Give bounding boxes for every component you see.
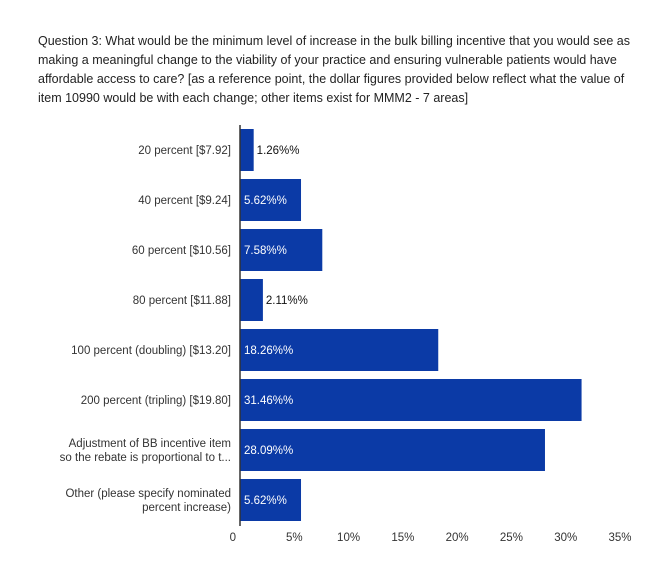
category-label: 40 percent [$9.24] [138,195,231,207]
x-tick-label: 35% [608,532,631,544]
category-label: Adjustment of BB incentive item so the re… [60,438,231,464]
category-label: 100 percent (doubling) [$13.20] [71,345,231,357]
chart-title: Question 3: What would be the minimum le… [38,34,630,105]
data-label: 5.62%% [244,495,287,507]
category-label: 20 percent [$7.92] [138,145,231,157]
bar [240,179,302,221]
data-label: 5.62%% [244,195,287,207]
bar [240,129,254,171]
category-label: Other (please specify nominated percent i… [65,488,231,514]
x-tick-label: 10% [337,532,360,544]
data-label: 1.26%% [257,145,300,157]
category-label: 200 percent (tripling) [$19.80] [81,395,231,407]
bar [240,229,323,271]
data-label: 7.58%% [244,245,287,257]
category-label: 80 percent [$11.88] [133,295,231,307]
x-tick-label: 30% [554,532,577,544]
bar [240,479,302,521]
category-label: 60 percent [$10.56] [132,245,231,257]
x-tick-label: 0 [230,532,236,544]
data-label: 28.09%% [244,445,293,457]
x-tick-label: 15% [391,532,414,544]
bar [240,429,545,471]
x-tick-label: 5% [286,532,303,544]
bar [240,329,439,371]
x-tick-label: 25% [500,532,523,544]
bar [240,379,582,421]
x-tick-label: 20% [446,532,469,544]
data-label: 18.26%% [244,345,293,357]
bar [240,279,263,321]
data-label: 31.46%% [244,395,293,407]
data-label: 2.11%% [266,295,308,307]
